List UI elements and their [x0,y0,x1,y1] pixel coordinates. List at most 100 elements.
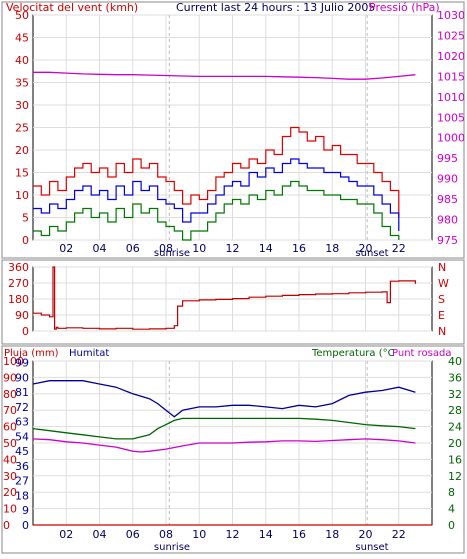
wind-tick-label: 10 [15,189,29,202]
wind-direction-line [33,266,416,330]
temperature-tick-label: 28 [448,404,462,417]
wind-tick-label: 0 [22,234,29,247]
x-tick-label-top: 06 [126,242,140,255]
temperature-tick-label: 20 [448,437,462,450]
sunrise-label-bottom: sunrise [154,542,190,553]
x-tick-label-bottom: 02 [59,528,73,541]
temperature-tick-label: 36 [448,371,462,384]
direction-tick-label: 180 [8,293,29,306]
chart-title: Current last 24 hours : 13 Julio 2005 [176,1,375,14]
x-tick-label-bottom: 06 [126,528,140,541]
pressure-tick-label: 990 [437,173,458,186]
dewpoint-line [32,438,416,453]
x-tick-label-top: 04 [93,242,107,255]
compass-tick-label: E [438,309,445,322]
temperature-tick-label: 4 [448,503,455,516]
x-tick-label-top: 14 [259,242,273,255]
temperature-tick-label: 12 [448,470,462,483]
data-series [32,71,432,526]
temperature-tick-label: 32 [448,388,462,401]
rain-tick-label: 80 [3,388,17,401]
humidity-tick-label: 45 [15,445,29,458]
humidity-tick-label: 72 [15,401,29,414]
wind-tick-label: 35 [15,77,29,90]
wind-tick-label: 30 [15,99,29,112]
x-tick-label-bottom: 04 [93,528,107,541]
pressure-tick-label: 1005 [437,111,465,124]
humidity-tick-label: 99 [15,357,29,370]
temperature-tick-label: 8 [448,486,455,499]
rain-tick-label: 0 [3,519,10,532]
sunrise-label-top: sunrise [154,248,190,259]
x-tick-label-top: 22 [392,242,406,255]
wind-axis-title: Velocitat del vent (kmh) [6,1,138,14]
x-tick-label-bottom: 14 [259,528,273,541]
pressure-tick-label: 1000 [437,132,465,145]
pressure-line [33,71,416,80]
temperature-tick-label: 0 [448,519,455,532]
rain-tick-label: 40 [3,453,17,466]
pressure-tick-label: 1010 [437,91,465,104]
x-tick-label-top: 18 [325,242,339,255]
temperature-tick-label: 16 [448,453,462,466]
pressure-tick-label: 980 [437,214,458,227]
compass-tick-label: N [438,261,446,274]
humidity-tick-label: 81 [15,386,29,399]
humidity-tick-label: 0 [22,519,29,532]
rain-tick-label: 70 [3,404,17,417]
axis-labels: 0510152025303540455097598098599099510001… [3,9,465,541]
dewpoint-axis-title: Punt rosada [392,348,451,359]
humidity-tick-label: 90 [15,371,29,384]
wind-tick-label: 40 [15,54,29,67]
temperature-tick-label: 24 [448,421,462,434]
direction-tick-label: 90 [15,309,29,322]
pressure-tick-label: 1020 [437,50,465,63]
rain-tick-label: 50 [3,437,17,450]
humidity-tick-label: 36 [15,460,29,473]
humidity-tick-label: 54 [15,430,29,443]
x-tick-label-top: 02 [59,242,73,255]
x-tick-label-top: 12 [226,242,240,255]
wind-min-line [33,180,400,241]
wind-tick-label: 45 [15,32,29,45]
direction-tick-label: 0 [22,325,29,338]
wind-tick-label: 25 [15,122,29,135]
x-tick-label-bottom: 12 [226,528,240,541]
x-tick-label-bottom: 18 [325,528,339,541]
x-tick-label-bottom: 10 [192,528,206,541]
rain-tick-label: 10 [3,503,17,516]
pressure-axis-title: Pressió (hPa) [369,1,440,14]
rain-tick-label: 90 [3,371,17,384]
humidity-tick-label: 63 [15,416,29,429]
wind-tick-label: 20 [15,144,29,157]
pressure-tick-label: 1025 [437,29,465,42]
temperature-line [32,417,416,440]
x-tick-label-bottom: 22 [392,528,406,541]
sunset-label-top: sunset [355,248,388,259]
wind-avg-line [33,158,400,231]
humidity-tick-label: 18 [15,489,29,502]
pressure-tick-label: 1030 [437,9,465,22]
compass-tick-label: N [438,325,446,338]
wind-tick-label: 5 [22,212,29,225]
temperature-axis-title: Temperatura (°C [311,348,395,359]
rain-tick-label: 60 [3,421,17,434]
pressure-tick-label: 975 [437,234,458,247]
humidity-tick-label: 9 [22,504,29,517]
x-tick-label-bottom: 16 [292,528,306,541]
pressure-tick-label: 985 [437,193,458,206]
x-tick-label-bottom: 20 [359,528,373,541]
rain-axis-title: Pluja (mm) [4,348,59,359]
compass-tick-label: S [438,293,445,306]
x-tick-label-top: 08 [159,242,173,255]
x-tick-label-top: 16 [292,242,306,255]
wind-max-line [33,126,400,218]
x-tick-label-top: 20 [359,242,373,255]
rain-tick-label: 30 [3,470,17,483]
temperature-tick-label: 40 [448,355,462,368]
humidity-line [32,380,416,418]
rain-tick-label: 100 [3,355,24,368]
pressure-tick-label: 995 [437,152,458,165]
